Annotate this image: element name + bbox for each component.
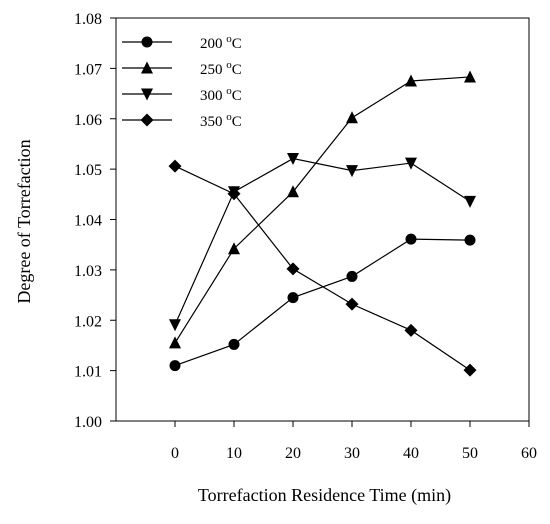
- data-point: [404, 323, 418, 337]
- x-tick-label: 40: [403, 445, 419, 462]
- y-tick-label: 1.05: [74, 162, 102, 179]
- series-300: [169, 153, 476, 332]
- data-point: [169, 336, 181, 349]
- legend-item-300: 300 oC: [122, 85, 242, 104]
- data-point: [464, 70, 476, 83]
- legend-label: 350 oC: [200, 111, 242, 130]
- y-tick-label: 1.04: [74, 213, 102, 230]
- y-tick-label: 1.07: [74, 61, 102, 78]
- plot-area: 0 10 20 30 40 50 60 1.00 1.01 1.02 1.03 1.04 1.05 1.0…: [74, 11, 537, 462]
- data-point: [228, 242, 240, 255]
- data-point: [169, 360, 181, 372]
- data-point: [287, 185, 299, 198]
- series-250: [169, 70, 476, 349]
- x-tick-label: 0: [171, 445, 179, 462]
- data-point: [168, 159, 182, 173]
- legend-marker: [141, 61, 153, 74]
- series-350: [168, 159, 477, 377]
- legend-label: 200 oC: [200, 33, 242, 52]
- axis-ticks: 0 10 20 30 40 50 60 1.00 1.01 1.02 1.03 1.04 1.05 1.0…: [74, 11, 537, 462]
- legend-label: 250 oC: [200, 59, 242, 78]
- data-point: [346, 270, 358, 282]
- y-axis-title: Degree of Torrefaction: [14, 139, 34, 303]
- data-point: [345, 297, 359, 311]
- data-point: [464, 195, 476, 208]
- data-point: [464, 234, 476, 246]
- data-point: [169, 319, 181, 332]
- data-point: [286, 262, 300, 276]
- x-tick-label: 60: [521, 445, 537, 462]
- data-point: [463, 363, 477, 377]
- legend-label: 300 oC: [200, 85, 242, 104]
- y-tick-label: 1.00: [74, 414, 102, 431]
- series-line: [174, 238, 471, 367]
- x-tick-label: 30: [344, 445, 360, 462]
- x-tick-label: 20: [285, 445, 301, 462]
- y-tick-label: 1.08: [74, 11, 102, 28]
- data-point: [227, 187, 241, 201]
- data-point: [287, 292, 299, 304]
- data-point: [228, 338, 240, 350]
- x-axis-title: Torrefaction Residence Time (min): [198, 485, 451, 506]
- series-200: [169, 233, 476, 372]
- legend-item-200: 200 oC: [122, 33, 242, 52]
- y-tick-label: 1.03: [74, 263, 102, 280]
- series-line: [174, 165, 471, 371]
- legend-marker: [141, 36, 153, 48]
- series-line: [174, 76, 471, 344]
- x-tick-label: 50: [462, 445, 478, 462]
- y-tick-label: 1.01: [74, 364, 102, 381]
- legend: 200 oC 250 oC 300 oC 350 oC: [122, 33, 242, 130]
- y-tick-label: 1.06: [74, 112, 102, 129]
- data-point: [405, 233, 417, 245]
- data-point: [405, 74, 417, 87]
- data-point: [346, 111, 358, 124]
- series-line: [174, 157, 471, 326]
- data-point: [346, 165, 358, 178]
- series-layer: [168, 70, 477, 377]
- data-point: [405, 157, 417, 170]
- x-tick-label: 10: [226, 445, 242, 462]
- data-point: [287, 153, 299, 166]
- legend-item-350: 350 oC: [122, 111, 242, 130]
- y-tick-label: 1.02: [74, 313, 102, 330]
- legend-marker: [140, 113, 154, 127]
- legend-marker: [141, 88, 153, 101]
- legend-item-250: 250 oC: [122, 59, 242, 78]
